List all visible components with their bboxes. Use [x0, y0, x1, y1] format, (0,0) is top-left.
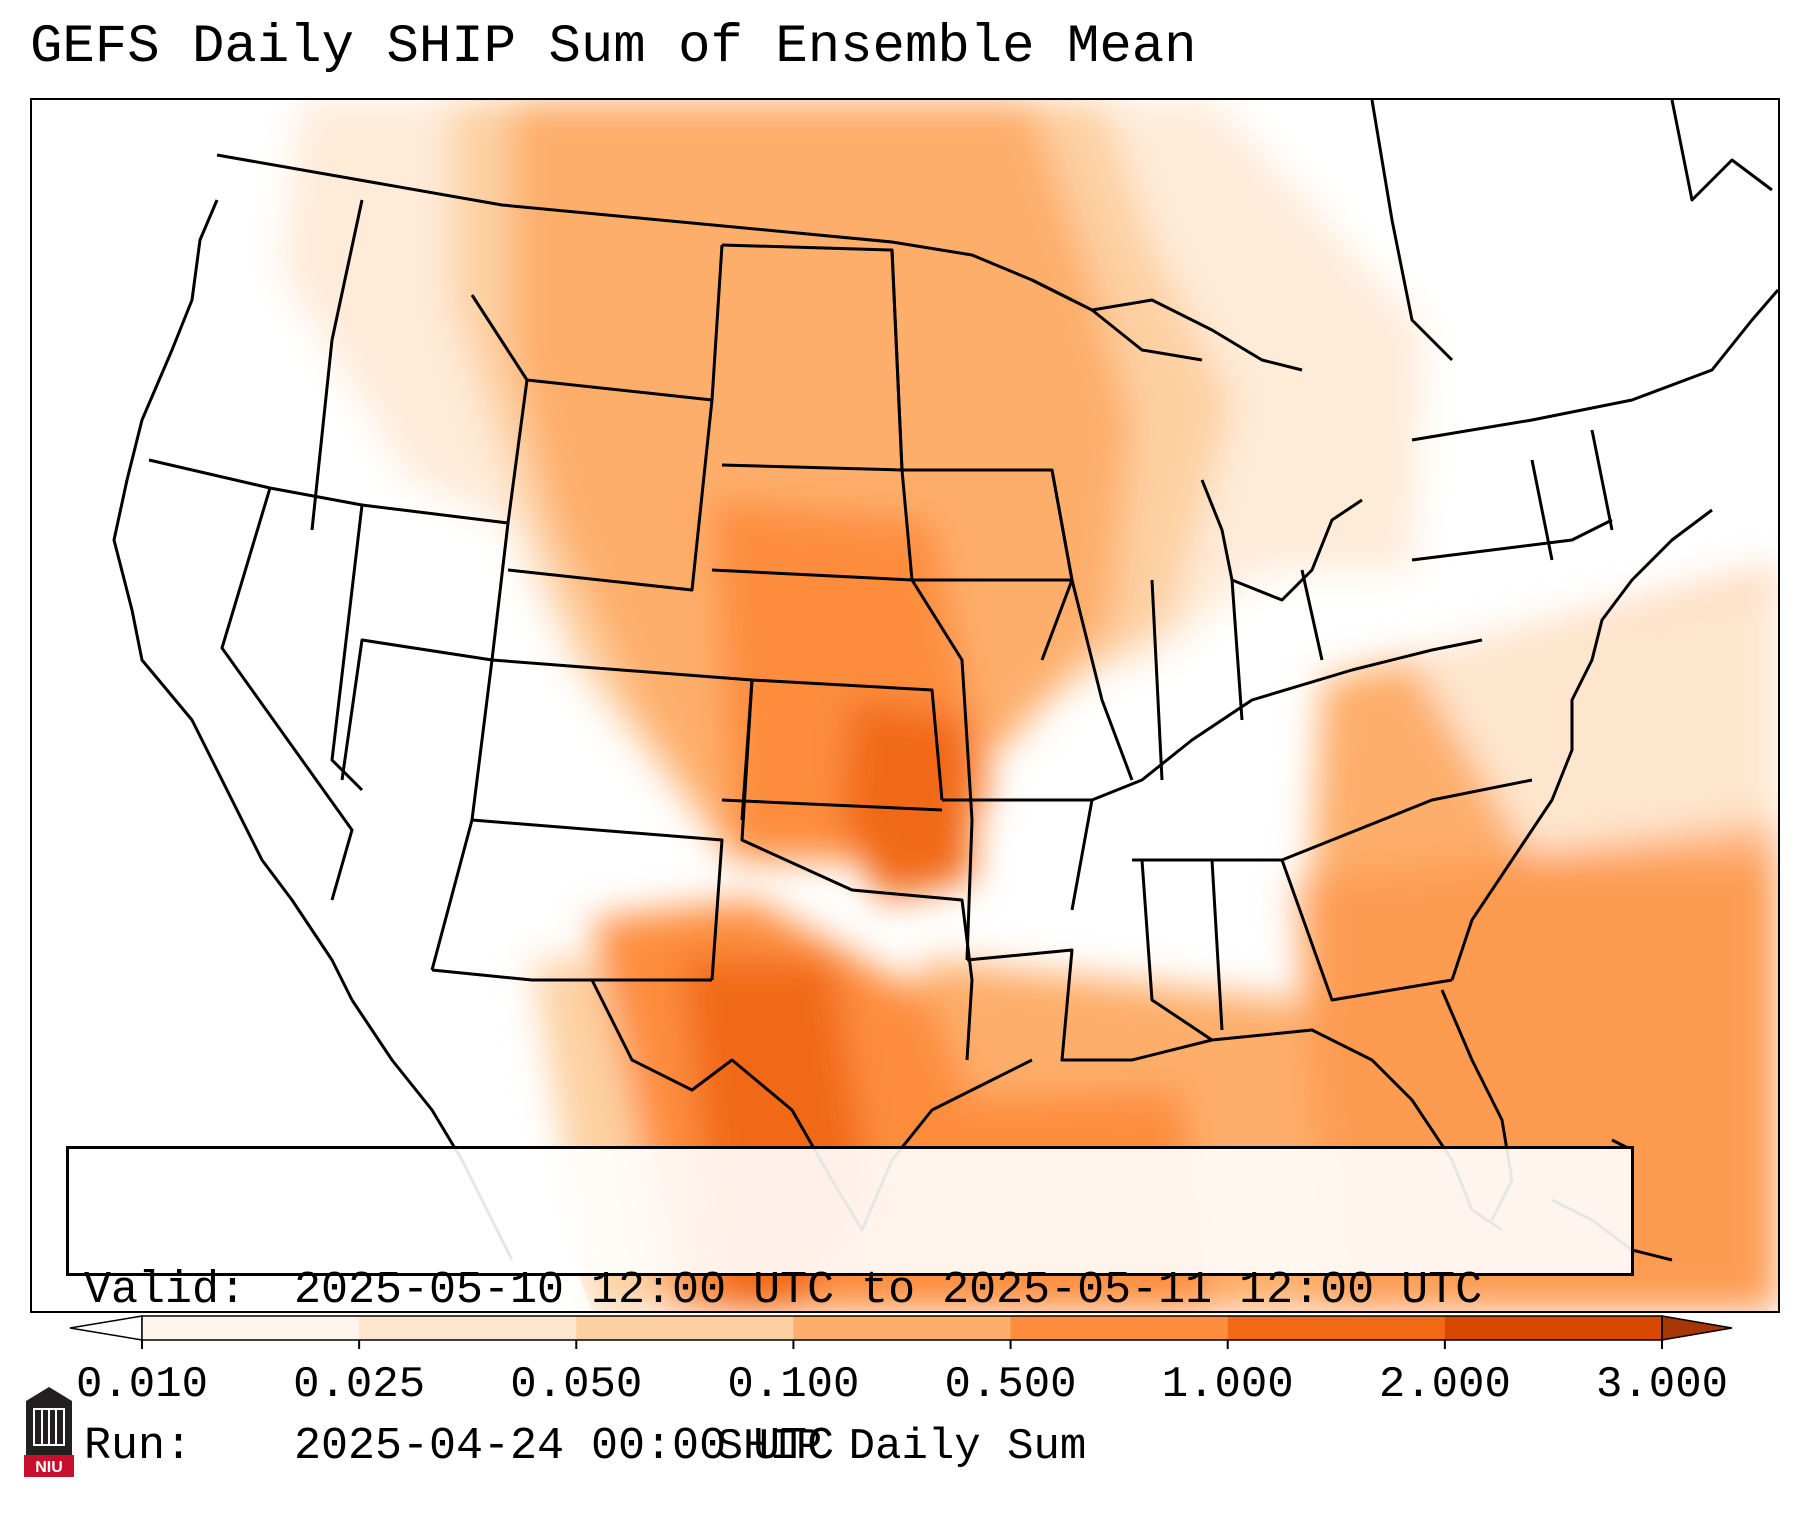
colorbar-tick-label: 0.500	[944, 1360, 1077, 1410]
run-label: Run:	[84, 1421, 193, 1472]
colorbar-extend-high	[1661, 1315, 1733, 1341]
map-panel	[30, 98, 1780, 1313]
colorbar-tick-label: 0.025	[293, 1360, 426, 1410]
colorbar-tick-label: 2.000	[1378, 1360, 1511, 1410]
logo-text: NIU	[35, 1459, 63, 1476]
colorbar-extend-low	[69, 1315, 143, 1341]
colorbar-segment	[1010, 1316, 1229, 1340]
colorbar-tick-label: 0.050	[510, 1360, 643, 1410]
valid-run-info-box: Valid: 2025-05-10 12:00 UTC to 2025-05-11…	[66, 1146, 1634, 1472]
colorbar-segment	[359, 1316, 577, 1340]
colorbar-tick-label: 0.100	[727, 1360, 860, 1410]
map-title: GEFS Daily SHIP Sum of Ensemble Mean	[30, 17, 1197, 78]
colorbar-segment	[142, 1316, 360, 1340]
coastline-west	[112, 199, 354, 1001]
boundaries	[112, 100, 1778, 1262]
niu-logo: NIU	[24, 1387, 74, 1477]
valid-label: Valid:	[84, 1265, 247, 1316]
coastline-east	[1450, 508, 1713, 981]
colorbar-segment	[1227, 1316, 1446, 1340]
colorbar-segment	[576, 1316, 794, 1340]
conus-map	[32, 100, 1778, 1311]
colorbar-tick-label: 1.000	[1161, 1360, 1294, 1410]
valid-time-range: 2025-05-10 12:00 UTC to 2025-05-11 12:00…	[294, 1265, 1483, 1316]
colorbar-tick-label: 3.000	[1595, 1360, 1729, 1410]
colorbar	[69, 1315, 1733, 1349]
run-time: 2025-04-24 00:00 UTC	[294, 1421, 835, 1472]
colorbar-label: SHIP Daily Sum	[716, 1422, 1087, 1472]
colorbar-segment	[1444, 1316, 1663, 1340]
colorbar-tick-label: 0.010	[75, 1360, 209, 1410]
colorbar-segment	[793, 1316, 1012, 1340]
